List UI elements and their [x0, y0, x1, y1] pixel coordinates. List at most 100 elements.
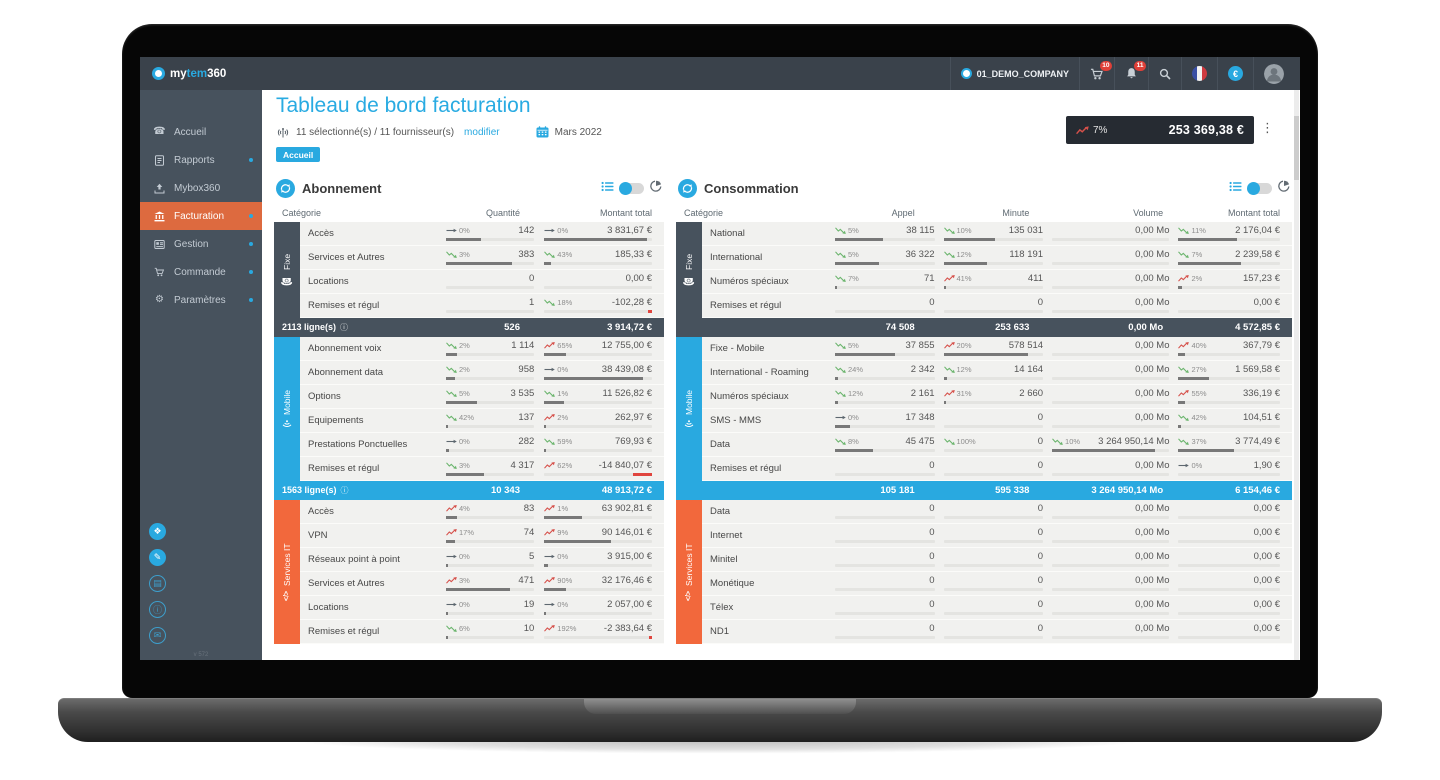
- category-tab-mobile[interactable]: Mobile: [274, 336, 300, 481]
- progress-bar: [835, 563, 935, 567]
- cell-value: -2 383,64 €: [603, 622, 652, 634]
- column-header: Appel: [891, 207, 915, 218]
- news-icon[interactable]: ▤: [149, 575, 166, 592]
- table-row[interactable]: Fixe - Mobile 5% 37 855 20% 578 514 0,00 M…: [702, 336, 1292, 361]
- table-row[interactable]: Accès 0% 142 0% 3 831,67 €: [300, 221, 664, 246]
- table-row[interactable]: Options 5% 3 535 1% 11 526,82 €: [300, 384, 664, 409]
- table-row[interactable]: Numéros spéciaux 12% 2 161 31% 2 660 0,00 …: [702, 384, 1292, 409]
- info-icon[interactable]: ⓘ: [340, 485, 349, 495]
- home-chip[interactable]: Accueil: [276, 147, 321, 162]
- table-row[interactable]: Abonnement voix 2% 1 114 65% 12 755,00 €: [300, 336, 664, 361]
- table-row[interactable]: Minitel 0 0 0,00 Mo 0,00 €: [702, 547, 1292, 572]
- metric-cell: 5% 36 322: [835, 249, 935, 265]
- category-tab-services-it[interactable]: </> Services IT: [676, 499, 702, 644]
- info-icon[interactable]: ⓘ: [149, 601, 166, 618]
- table-row[interactable]: Prestations Ponctuelles 0% 282 59% 769,93 …: [300, 432, 664, 457]
- progress-bar: [446, 635, 535, 639]
- progress-bar: [835, 515, 935, 519]
- search-button[interactable]: [1148, 57, 1181, 90]
- company-selector[interactable]: 01_DEMO_COMPANY: [949, 57, 1079, 90]
- table-row[interactable]: VPN 17% 74 9% 90 146,01 €: [300, 523, 664, 548]
- phone-icon: ☎: [683, 274, 694, 286]
- brand-logo[interactable]: mytem360: [152, 67, 226, 80]
- table-row[interactable]: Remises et régul 3% 4 317 62% -14 840,07 €: [300, 456, 664, 481]
- trend-down-icon: [835, 275, 846, 282]
- list-view-button[interactable]: [1229, 179, 1242, 197]
- mail-icon[interactable]: ✉: [149, 627, 166, 644]
- view-toggle[interactable]: [619, 181, 644, 195]
- table-row[interactable]: International - Roaming 24% 2 342 12% 14 1…: [702, 360, 1292, 385]
- sidebar-item-mybox360[interactable]: Mybox360: [140, 174, 262, 202]
- table-row[interactable]: Remises et régul 1 18% -102,28 €: [300, 293, 664, 318]
- table-row[interactable]: Data 0 0 0,00 Mo 0,00 €: [702, 499, 1292, 524]
- pen-icon[interactable]: ✎: [149, 549, 166, 566]
- currency-button[interactable]: €: [1217, 57, 1253, 90]
- scrollbar-thumb[interactable]: [1294, 116, 1299, 180]
- refresh-button[interactable]: [276, 178, 295, 198]
- table-row[interactable]: Internet 0 0 0,00 Mo 0,00 €: [702, 523, 1292, 548]
- notifications-button[interactable]: 11: [1114, 57, 1148, 90]
- chart-view-button[interactable]: [1278, 179, 1290, 197]
- table-row[interactable]: International 5% 36 322 12% 118 191 0,00 M…: [702, 245, 1292, 270]
- table-row[interactable]: Accès 4% 83 1% 63 902,81 €: [300, 499, 664, 524]
- profile-button[interactable]: [1253, 57, 1294, 90]
- progress-bar: [1178, 448, 1280, 452]
- share-icon[interactable]: ❖: [149, 523, 166, 540]
- modify-link[interactable]: modifier: [464, 126, 500, 138]
- table-row[interactable]: Réseaux point à point 0% 5 0% 3 915,00 €: [300, 547, 664, 572]
- progress-bar: [544, 352, 652, 356]
- sidebar-item-accueil[interactable]: ☎ Accueil: [140, 118, 262, 146]
- table-row[interactable]: Monétique 0 0 0,00 Mo 0,00 €: [702, 571, 1292, 596]
- table-row[interactable]: Data 8% 45 475 100% 0 10% 3 264 950,14 Mo 3…: [702, 432, 1292, 457]
- phone-icon: ☎: [281, 274, 292, 286]
- metric-cell: 0,00 Mo: [1052, 503, 1170, 519]
- progress-bar: [1178, 237, 1280, 241]
- table-row[interactable]: SMS - MMS 0% 17 348 0 0,00 Mo 42% 104,51 €: [702, 408, 1292, 433]
- category-tab-fixe[interactable]: ☎ Fixe: [274, 221, 300, 318]
- refresh-button[interactable]: [678, 178, 697, 198]
- metric-cell: 0: [835, 460, 935, 476]
- sidebar-item-gestion[interactable]: Gestion: [140, 230, 262, 258]
- scrollbar[interactable]: [1294, 90, 1299, 660]
- panel-title: Abonnement: [302, 180, 382, 196]
- table-row[interactable]: Remises et régul 0 0 0,00 Mo 0,00 €: [702, 293, 1292, 318]
- table-row[interactable]: Services et Autres 3% 471 90% 32 176,46 €: [300, 571, 664, 596]
- progress-bar: [835, 400, 935, 404]
- table-row[interactable]: Services et Autres 3% 383 43% 185,33 €: [300, 245, 664, 270]
- language-button[interactable]: [1181, 57, 1217, 90]
- sidebar-item-facturation[interactable]: Facturation: [140, 202, 262, 230]
- trend-percentage: 2%: [459, 340, 470, 350]
- table-row[interactable]: Equipements 42% 137 2% 262,97 €: [300, 408, 664, 433]
- category-tab-services-it[interactable]: </> Services IT: [274, 499, 300, 644]
- total-label: 2113 ligne(s) ⓘ: [282, 322, 349, 332]
- category-tab-mobile[interactable]: Mobile: [676, 336, 702, 481]
- trend-down-icon: [1178, 227, 1190, 234]
- metric-cell: 0: [943, 460, 1044, 476]
- kpi-menu-button[interactable]: ⋮: [1261, 120, 1274, 135]
- category-tab-fixe[interactable]: ☎ Fixe: [676, 221, 702, 318]
- cell-value: 0,00 €: [1253, 296, 1280, 308]
- metric-cell: 18% -102,28 €: [544, 297, 652, 313]
- chart-view-button[interactable]: [650, 179, 662, 197]
- sidebar-item-rapports[interactable]: Rapports: [140, 146, 262, 174]
- list-view-button[interactable]: [601, 179, 614, 197]
- metric-cell: 55% 336,19 €: [1178, 388, 1280, 404]
- info-icon[interactable]: ⓘ: [340, 322, 349, 332]
- metric-cell: 5% 38 115: [835, 225, 935, 241]
- period-selector[interactable]: Mars 2022: [536, 126, 602, 138]
- sidebar-item-param-tres[interactable]: ⚙ Paramètres: [140, 286, 262, 314]
- table-row[interactable]: Numéros spéciaux 7% 71 41% 411 0,00 Mo 2% 1…: [702, 269, 1292, 294]
- table-row[interactable]: Abonnement data 2% 958 0% 38 439,08 €: [300, 360, 664, 385]
- cart-button[interactable]: 10: [1079, 57, 1114, 90]
- table-row[interactable]: Télex 0 0 0,00 Mo 0,00 €: [702, 595, 1292, 620]
- table-row[interactable]: Remises et régul 6% 10 192% -2 383,64 €: [300, 619, 664, 644]
- table-row[interactable]: National 5% 38 115 10% 135 031 0,00 Mo 11%…: [702, 221, 1292, 246]
- table-row[interactable]: Remises et régul 0 0 0,00 Mo 0% 1,90 €: [702, 456, 1292, 481]
- table-row[interactable]: Locations 0 0,00 €: [300, 269, 664, 294]
- table-row[interactable]: ND1 0 0 0,00 Mo 0,00 €: [702, 619, 1292, 644]
- sidebar-item-label: Mybox360: [174, 182, 221, 194]
- sidebar-item-commande[interactable]: Commande: [140, 258, 262, 286]
- cell-value: 17 348: [905, 411, 935, 423]
- table-row[interactable]: Locations 0% 19 0% 2 057,00 €: [300, 595, 664, 620]
- view-toggle[interactable]: [1247, 181, 1272, 195]
